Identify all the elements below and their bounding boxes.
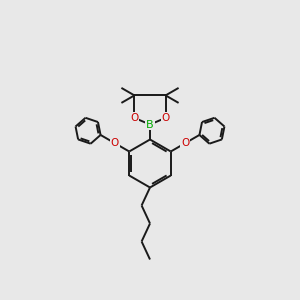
Text: O: O bbox=[181, 138, 189, 148]
Text: O: O bbox=[130, 113, 139, 123]
Text: O: O bbox=[111, 138, 119, 148]
Text: B: B bbox=[146, 119, 154, 130]
Text: O: O bbox=[161, 113, 170, 123]
